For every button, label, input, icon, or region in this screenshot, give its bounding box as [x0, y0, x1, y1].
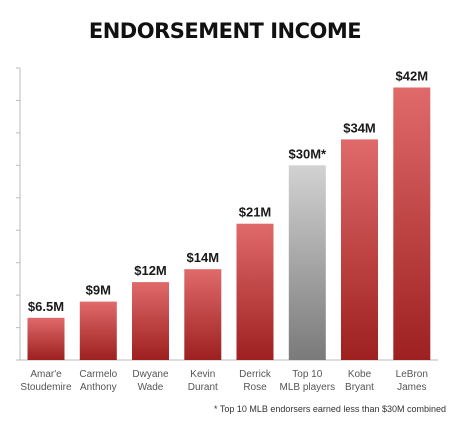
category-label: Kobe: [348, 369, 372, 380]
value-label: $30M*: [289, 146, 328, 161]
bar: [341, 139, 378, 360]
category-label: Durant: [188, 382, 218, 393]
category-label: Derrick: [239, 369, 272, 380]
bars-group: [27, 87, 431, 360]
footnote: * Top 10 MLB endorsers earned less than …: [214, 404, 446, 414]
chart-title: ENDORSEMENT INCOME: [89, 19, 361, 43]
bar: [79, 301, 117, 360]
category-labels-group: Amar'e Stoudemire Carmelo Anthony Dwyane Wade…: [20, 369, 427, 393]
value-label: $6.5M: [28, 299, 64, 314]
category-label: Bryant: [345, 382, 374, 393]
bar: [184, 269, 222, 360]
y-axis-ticks: [16, 67, 20, 361]
bar: [236, 223, 274, 360]
value-label: $34M: [343, 120, 376, 135]
category-label: Amar'e: [30, 369, 62, 380]
value-label: $14M: [187, 250, 220, 265]
category-label: LeBron: [396, 369, 428, 380]
category-label: Top 10: [292, 369, 322, 380]
category-label: Stoudemire: [20, 382, 72, 393]
bar: [132, 282, 169, 360]
category-label: Wade: [138, 382, 164, 393]
bar: [393, 87, 431, 360]
value-label: $12M: [134, 263, 167, 278]
bar: [288, 165, 326, 360]
category-label: Anthony: [80, 382, 117, 393]
category-label: Rose: [243, 382, 267, 393]
category-label: Carmelo: [79, 369, 117, 380]
value-label: $9M: [86, 283, 111, 298]
value-label: $21M: [239, 205, 272, 220]
category-label: James: [397, 382, 426, 393]
value-label: $42M: [396, 69, 429, 84]
bar: [27, 317, 65, 360]
value-labels-group: $6.5M $9M $12M $14M $21M $30M* $34M $42M: [28, 69, 428, 314]
category-label: Dwyane: [132, 369, 169, 380]
category-label: Kevin: [190, 369, 215, 380]
category-label: MLB players: [280, 382, 336, 393]
